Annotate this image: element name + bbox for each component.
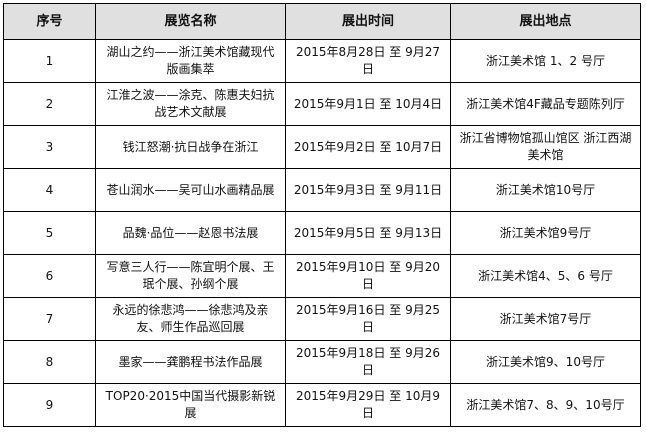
date-cell: 2015年9月5日 至 9月13日 (285, 211, 451, 255)
exhibition-table: 序号 展览名称 展出时间 展出地点 1 湖山之约——浙江美术馆藏现代版画集萃 2015年8… (3, 3, 641, 427)
index-cell: 3 (3, 125, 96, 169)
table-row: 5 品魏·品位——赵恩书法展 2015年9月5日 至 9月13日 浙江美术馆9号厅 (3, 211, 641, 255)
table-row: 6 写意三人行——陈宜明个展、王珉个展、孙纲个展 2015年9月10日 至 9月20… (3, 254, 641, 298)
header-cell: 展出时间 (285, 3, 451, 40)
index-cell: 5 (3, 211, 96, 255)
date-cell: 2015年9月10日 至 9月20日 (285, 254, 451, 298)
table-row: 9 TOP20·2015中国当代摄影新锐展 2015年9月29日 至 10月9日 浙江… (3, 383, 641, 427)
index-cell: 7 (3, 297, 96, 341)
header-row: 序号 展览名称 展出时间 展出地点 (3, 3, 641, 40)
date-cell: 2015年8月28日 至 9月27日 (285, 39, 451, 83)
title-cell: 钱江怒潮·抗日战争在浙江 (95, 125, 286, 169)
venue-cell: 浙江美术馆9、10号厅 (450, 340, 641, 384)
index-cell: 9 (3, 383, 96, 427)
header-cell: 序号 (3, 3, 96, 40)
table-row: 2 江淮之波——涂克、陈惠夫妇抗战艺术文献展 2015年9月1日 至 10月4日 浙江… (3, 82, 641, 126)
table-row: 1 湖山之约——浙江美术馆藏现代版画集萃 2015年8月28日 至 9月27日 浙江美… (3, 39, 641, 83)
venue-cell: 浙江美术馆4F藏品专题陈列厅 (450, 82, 641, 126)
date-cell: 2015年9月16日 至 9月25日 (285, 297, 451, 341)
venue-cell: 浙江美术馆 1、2 号厅 (450, 39, 641, 83)
header-cell: 展出地点 (450, 3, 641, 40)
date-cell: 2015年9月2日 至 10月7日 (285, 125, 451, 169)
venue-cell: 浙江美术馆9号厅 (450, 211, 641, 255)
table-row: 4 苍山润水——吴可山水画精品展 2015年9月3日 至 9月11日 浙江美术馆10号… (3, 168, 641, 212)
table-row: 3 钱江怒潮·抗日战争在浙江 2015年9月2日 至 10月7日 浙江省博物馆孤山馆区… (3, 125, 641, 169)
title-cell: 苍山润水——吴可山水画精品展 (95, 168, 286, 212)
title-cell: 墨家——龚鹏程书法作品展 (95, 340, 286, 384)
index-cell: 4 (3, 168, 96, 212)
table-head: 序号 展览名称 展出时间 展出地点 (3, 3, 641, 40)
table-row: 7 永远的徐悲鸿——徐悲鸿及亲友、师生作品巡回展 2015年9月16日 至 9月25… (3, 297, 641, 341)
index-cell: 6 (3, 254, 96, 298)
title-cell: 写意三人行——陈宜明个展、王珉个展、孙纲个展 (95, 254, 286, 298)
date-cell: 2015年9月18日 至 9月26日 (285, 340, 451, 384)
date-cell: 2015年9月29日 至 10月9日 (285, 383, 451, 427)
index-cell: 8 (3, 340, 96, 384)
table-body: 1 湖山之约——浙江美术馆藏现代版画集萃 2015年8月28日 至 9月27日 浙江美… (3, 39, 641, 427)
title-cell: TOP20·2015中国当代摄影新锐展 (95, 383, 286, 427)
header-cell: 展览名称 (95, 3, 286, 40)
title-cell: 品魏·品位——赵恩书法展 (95, 211, 286, 255)
venue-cell: 浙江美术馆7、8、9、10号厅 (450, 383, 641, 427)
date-cell: 2015年9月3日 至 9月11日 (285, 168, 451, 212)
venue-cell: 浙江美术馆7号厅 (450, 297, 641, 341)
venue-cell: 浙江美术馆4、5、6 号厅 (450, 254, 641, 298)
venue-cell: 浙江美术馆10号厅 (450, 168, 641, 212)
venue-cell: 浙江省博物馆孤山馆区 浙江西湖美术馆 (450, 125, 641, 169)
index-cell: 2 (3, 82, 96, 126)
title-cell: 永远的徐悲鸿——徐悲鸿及亲友、师生作品巡回展 (95, 297, 286, 341)
index-cell: 1 (3, 39, 96, 83)
title-cell: 湖山之约——浙江美术馆藏现代版画集萃 (95, 39, 286, 83)
date-cell: 2015年9月1日 至 10月4日 (285, 82, 451, 126)
table-row: 8 墨家——龚鹏程书法作品展 2015年9月18日 至 9月26日 浙江美术馆9、10… (3, 340, 641, 384)
title-cell: 江淮之波——涂克、陈惠夫妇抗战艺术文献展 (95, 82, 286, 126)
